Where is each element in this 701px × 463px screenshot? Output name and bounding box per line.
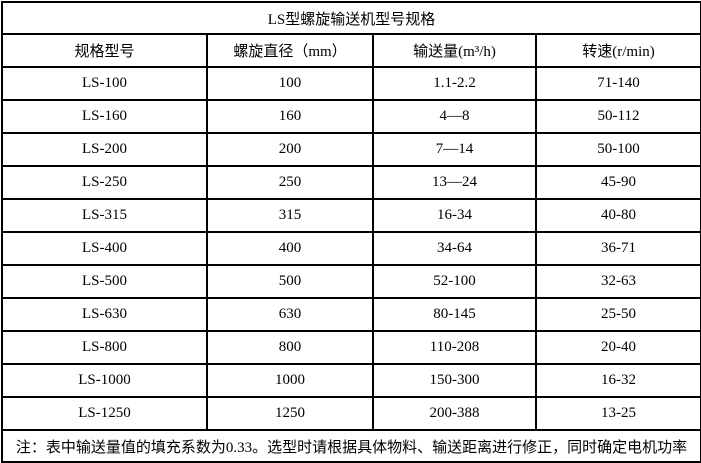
table-cell: LS-100 <box>1 66 208 101</box>
table-cell: LS-630 <box>1 297 208 332</box>
table-cell: 800 <box>206 330 374 365</box>
table-cell: 40-80 <box>534 198 701 233</box>
table-row: LS-160 160 4—8 50-112 <box>1 99 701 134</box>
table-cell: 1250 <box>206 396 374 431</box>
table-body: LS-100 100 1.1-2.2 71-140 LS-160 160 4—8 50-112… <box>1 66 701 431</box>
table-cell: LS-500 <box>1 264 208 299</box>
table-cell: 80-145 <box>372 297 537 332</box>
table-cell: LS-400 <box>1 231 208 266</box>
table-cell: 13—24 <box>372 165 537 200</box>
table-row: LS-200 200 7—14 50-100 <box>1 132 701 167</box>
table-cell: 36-71 <box>534 231 701 266</box>
table-cell: LS-800 <box>1 330 208 365</box>
table-cell: LS-250 <box>1 165 208 200</box>
table-cell: 20-40 <box>534 330 701 365</box>
table-cell: 110-208 <box>372 330 537 365</box>
table-cell: 34-64 <box>372 231 537 266</box>
table-cell: 250 <box>206 165 374 200</box>
table-cell: 7—14 <box>372 132 537 167</box>
table-row: LS-500 500 52-100 32-63 <box>1 264 701 299</box>
header-cell-3: 转速(r/min) <box>534 33 701 68</box>
table-cell: 500 <box>206 264 374 299</box>
header-cell-2: 输送量(m³/h) <box>372 33 537 68</box>
table-row: LS-315 315 16-34 40-80 <box>1 198 701 233</box>
title-row: LS型螺旋输送机型号规格 <box>0 1 701 35</box>
table-cell: 32-63 <box>534 264 701 299</box>
table-row: LS-630 630 80-145 25-50 <box>1 297 701 332</box>
table-row: LS-1000 1000 150-300 16-32 <box>1 363 701 398</box>
table-cell: 100 <box>206 66 374 101</box>
header-cell-0: 规格型号 <box>1 33 208 68</box>
table-cell: 45-90 <box>534 165 701 200</box>
table-cell: 25-50 <box>534 297 701 332</box>
table-note: 注：表中输送量值的填充系数为0.33。选型时请根据具体物料、输送距离进行修正，同… <box>0 429 701 463</box>
table-cell: 315 <box>206 198 374 233</box>
table-cell: LS-1000 <box>1 363 208 398</box>
table-cell: 400 <box>206 231 374 266</box>
table-cell: 150-300 <box>372 363 537 398</box>
header-row: 规格型号 螺旋直径（mm） 输送量(m³/h) 转速(r/min) <box>1 33 701 68</box>
table-title: LS型螺旋输送机型号规格 <box>0 1 701 35</box>
table-row: LS-400 400 34-64 36-71 <box>1 231 701 266</box>
table-cell: LS-1250 <box>1 396 208 431</box>
table-row: LS-800 800 110-208 20-40 <box>1 330 701 365</box>
table-cell: 16-32 <box>534 363 701 398</box>
table-row: LS-1250 1250 200-388 13-25 <box>1 396 701 431</box>
table-cell: 71-140 <box>534 66 701 101</box>
note-row: 注：表中输送量值的填充系数为0.33。选型时请根据具体物料、输送距离进行修正，同… <box>0 429 701 463</box>
table-cell: 200 <box>206 132 374 167</box>
table-cell: 50-112 <box>534 99 701 134</box>
table-cell: 4—8 <box>372 99 537 134</box>
header-cell-1: 螺旋直径（mm） <box>206 33 374 68</box>
table-cell: 1.1-2.2 <box>372 66 537 101</box>
table-cell: 50-100 <box>534 132 701 167</box>
table-cell: 160 <box>206 99 374 134</box>
table-cell: 52-100 <box>372 264 537 299</box>
table-cell: LS-200 <box>1 132 208 167</box>
table-cell: 200-388 <box>372 396 537 431</box>
table-cell: 13-25 <box>534 396 701 431</box>
table-cell: LS-315 <box>1 198 208 233</box>
table-cell: 630 <box>206 297 374 332</box>
table-cell: LS-160 <box>1 99 208 134</box>
table-row: LS-100 100 1.1-2.2 71-140 <box>1 66 701 101</box>
table-cell: 1000 <box>206 363 374 398</box>
table-cell: 16-34 <box>372 198 537 233</box>
table-row: LS-250 250 13—24 45-90 <box>1 165 701 200</box>
